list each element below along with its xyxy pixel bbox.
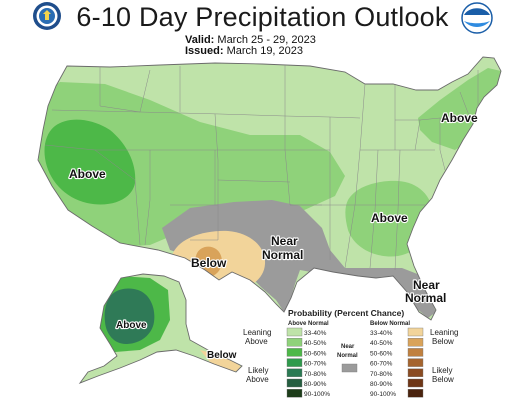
legend-below-bin-label: 80-90% [370,381,393,388]
legend-above-bin-label: 40-50% [304,340,327,347]
legend-below-bin-label: 60-70% [370,361,393,368]
legend-below-bin-label: 50-60% [370,350,393,357]
legend-above-bin-swatch [286,358,303,367]
legend-above-bin-label: 90-100% [304,391,330,398]
legend-below-bin-swatch [407,338,424,347]
legend-above-bin-label: 33-40% [304,330,327,337]
legend-below-bin-swatch [407,358,424,367]
legend-likely-below-1: Likely [432,366,452,375]
legend-leaning-below-2: Below [432,337,454,346]
legend-below-bin-swatch [407,378,424,388]
alaska-outline [78,273,243,384]
legend-below-bin-swatch [407,327,424,337]
legend: Probability (Percent Chance) Above Norma… [243,308,458,398]
legend-above-bin-swatch [286,348,303,357]
valid-value: March 25 - 29, 2023 [217,34,316,46]
legend-above-bin-swatch [286,389,303,398]
label-near-florida-line1: Near [413,278,440,292]
legend-near-header-2: Normal [337,353,358,359]
label-above-southeast: Above [371,211,408,225]
legend-above-bin-swatch [286,378,303,388]
legend-below-bin-swatch [407,389,424,398]
alaska-regions [80,274,242,383]
noaa-logo-icon [461,2,493,34]
alaska-above-60-70 [104,288,155,344]
conus-outline [37,56,502,321]
label-below-alaska: Below [207,350,237,361]
legend-above-bins: 33-40% 40-50% 50-60% 60-70% 70-80% 80-90% 90-1… [286,327,330,398]
legend-title: Probability (Percent Chance) [288,308,404,318]
issued-value: March 19, 2023 [226,45,304,57]
near-normal-plains [162,200,436,318]
legend-leaning-above-1: Leaning [243,328,271,337]
legend-below-bin-label: 33-40% [370,330,393,337]
legend-below-bin-label: 90-100% [370,391,396,398]
label-near-florida-line2: Normal [405,291,446,305]
alaska-below-33-40 [200,350,242,372]
valid-dates: Valid: March 25 - 29, 2023 [185,34,316,46]
above-50-60-west [44,119,136,205]
label-near-plains-line2: Normal [262,248,303,262]
label-near-plains-line1: Near [271,234,298,248]
legend-above-bin-swatch [286,368,303,377]
legend-below-bin-swatch [407,368,424,377]
issued-label: Issued: [185,45,224,57]
page-title: 6-10 Day Precipitation Outlook [76,2,449,32]
label-below-texas: Below [191,256,227,270]
legend-below-header: Below Normal [370,321,410,327]
legend-above-bin-label: 80-90% [304,381,327,388]
legend-below-bin-label: 40-50% [370,340,393,347]
legend-above-bin-label: 60-70% [304,361,327,368]
state-borders [44,65,479,271]
valid-label: Valid: [185,34,215,46]
legend-leaning-above-2: Above [245,337,268,346]
legend-below-bin-label: 70-80% [370,371,393,378]
legend-likely-above-1: Likely [248,366,268,375]
issued-date: Issued: March 19, 2023 [185,45,303,57]
legend-above-bin-swatch [286,338,303,347]
legend-leaning-below-1: Leaning [430,328,458,337]
legend-above-header: Above Normal [288,321,329,327]
label-above-alaska: Above [116,320,147,331]
legend-below-bins: 33-40% 40-50% 50-60% 60-70% 70-80% 80-90% 90-1… [370,327,424,398]
legend-above-bin-label: 70-80% [304,371,327,378]
label-above-northeast: Above [441,111,478,125]
legend-below-bin-swatch [407,348,424,357]
legend-likely-above-2: Above [246,375,269,384]
doc-seal-icon [33,2,61,30]
label-above-west: Above [69,167,106,181]
legend-near-swatch [341,363,358,373]
legend-likely-below-2: Below [432,375,454,384]
legend-above-bin-swatch [286,327,303,337]
legend-near-header-1: Near [341,344,355,350]
legend-above-bin-label: 50-60% [304,350,327,357]
